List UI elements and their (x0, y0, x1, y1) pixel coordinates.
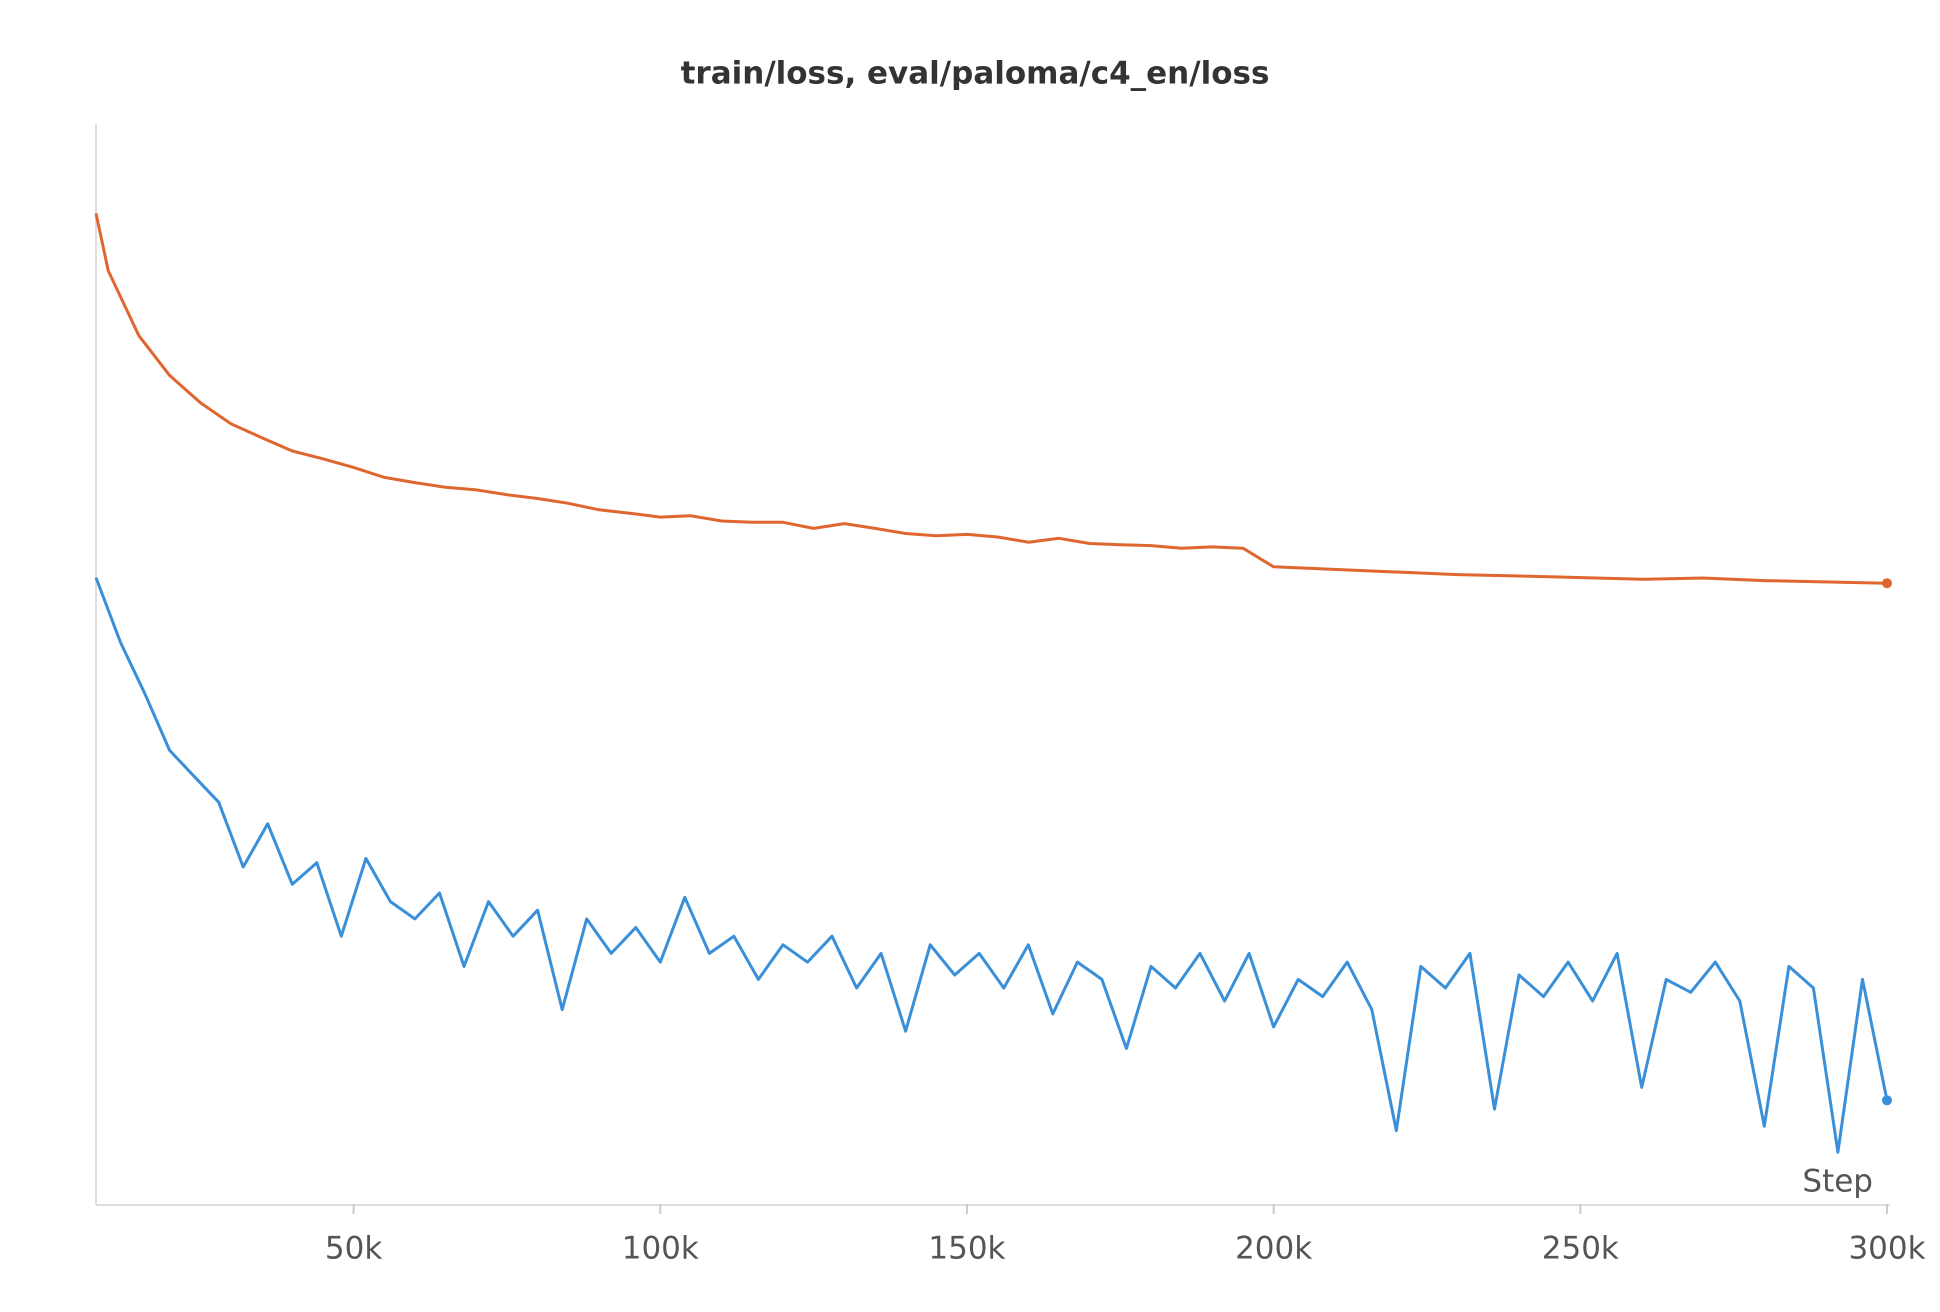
x-tick-label: 200k (1235, 1231, 1312, 1267)
x-axis-label: Step (1802, 1164, 1873, 1200)
x-tick-label: 50k (325, 1231, 382, 1267)
series-line (94, 577, 1889, 1154)
x-tick-label: 300k (1848, 1231, 1925, 1267)
x-tick-label: 250k (1542, 1231, 1619, 1267)
x-tick-label: 150k (928, 1231, 1005, 1267)
end-point (1882, 1095, 1892, 1106)
end-point (1882, 578, 1892, 589)
x-tick-label: 100k (622, 1231, 699, 1267)
chart-title: train/loss, eval/paloma/c4_en/loss (681, 56, 1270, 92)
series-line (94, 213, 1888, 585)
